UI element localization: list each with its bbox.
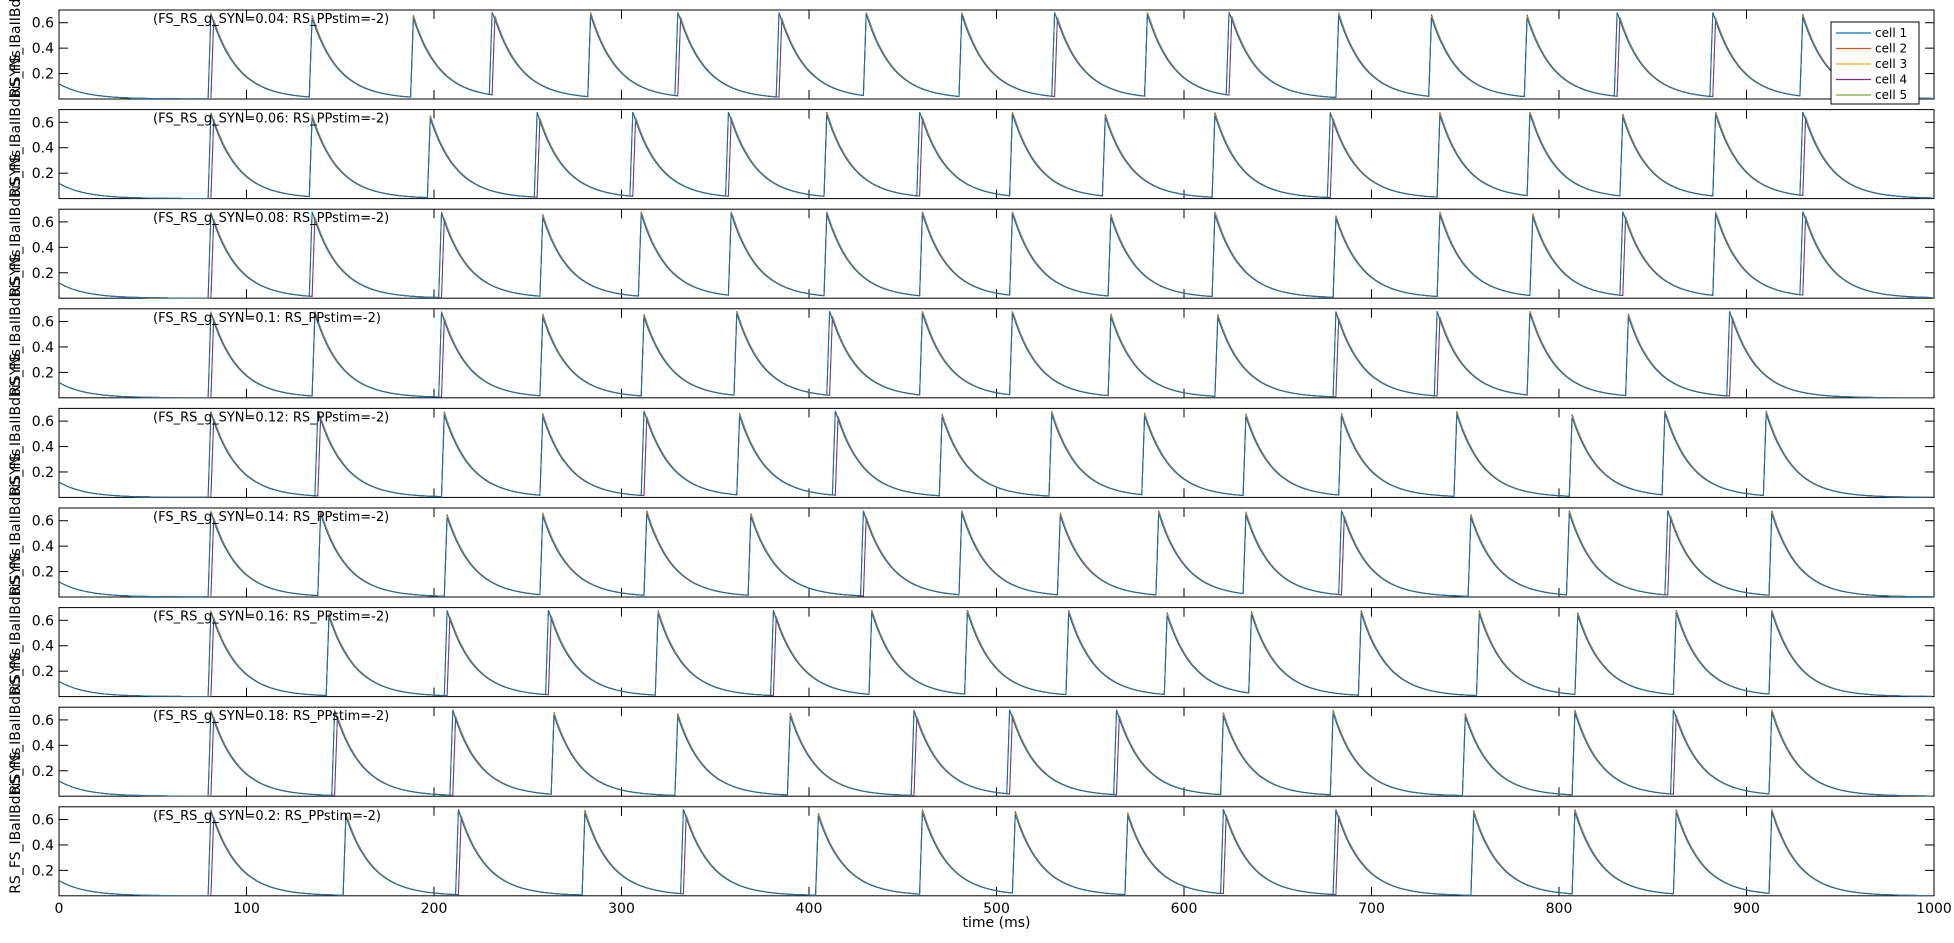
y-tick-label: 0.4 [32, 340, 54, 356]
x-tick-label: 300 [608, 901, 635, 917]
x-tick-label: 800 [1546, 901, 1573, 917]
y-tick-label: 0.2 [32, 863, 54, 879]
y-axis-label: RS_FS_IBaIIBdbiSYNs [8, 0, 24, 97]
y-axis-label: RS_FS_IBaIIBdbiSYNs [8, 648, 24, 794]
panel-title: (FS_RS_g_SYN=0.06: RS_PPstim=-2) [153, 112, 389, 127]
panel-title: (FS_RS_g_SYN=0.12: RS_PPstim=-2) [153, 410, 389, 425]
y-tick-label: 0.2 [32, 465, 54, 481]
legend-box [1830, 21, 1920, 105]
panel-8: 0.2 0.4 0.6 (FS_RS_g_SYN=0.18: RS_PPstim=-2… [8, 648, 1935, 797]
x-tick-label: 700 [1358, 901, 1385, 917]
series-line-cell-1 [59, 12, 1933, 99]
y-tick-label: 0.2 [32, 565, 54, 581]
legend-entry: cell 3 [1875, 57, 1907, 71]
y-tick-label: 0.6 [32, 813, 54, 829]
legend-entry: cell 1 [1875, 26, 1907, 40]
y-tick-label: 0.6 [32, 215, 54, 231]
panel-2: 0.2 0.4 0.6 (FS_RS_g_SYN=0.06: RS_PPstim=-2… [8, 50, 1935, 200]
x-tick-label: 1000 [1916, 901, 1952, 917]
y-tick-label: 0.6 [32, 613, 54, 629]
series-line-cell-1 [59, 709, 1933, 797]
panel-title: (FS_RS_g_SYN=0.16: RS_PPstim=-2) [153, 610, 389, 625]
panel-9: 0.2 0.4 0.6 (FS_RS_g_SYN=0.2: RS_PPstim=-2)… [8, 747, 1952, 930]
y-axis-label: RS_FS_IBaIIBdbiSYNs [8, 449, 24, 595]
x-tick-label: 600 [1171, 901, 1198, 917]
y-tick-label: 0.4 [32, 838, 54, 854]
y-tick-label: 0.2 [32, 664, 54, 680]
panel-title: (FS_RS_g_SYN=0.1: RS_PPstim=-2) [153, 311, 381, 326]
y-tick-label: 0.6 [32, 414, 54, 430]
legend-entry: cell 2 [1875, 42, 1907, 56]
legend-entry: cell 4 [1875, 73, 1907, 87]
y-tick-label: 0.2 [32, 67, 54, 83]
y-tick-label: 0.6 [32, 514, 54, 530]
panel-title: (FS_RS_g_SYN=0.2: RS_PPstim=-2) [153, 809, 381, 824]
x-tick-label: 900 [1733, 901, 1760, 917]
y-tick-label: 0.4 [32, 440, 54, 456]
y-axis-label: RS_FS_IBaIIBdbiSYNs [8, 150, 24, 296]
y-tick-label: 0.4 [32, 41, 54, 57]
series-line-cell-1 [59, 111, 1933, 199]
y-tick-label: 0.4 [32, 240, 54, 256]
panel-title: (FS_RS_g_SYN=0.04: RS_PPstim=-2) [153, 12, 389, 27]
y-tick-label: 0.6 [32, 713, 54, 729]
panel-3: 0.2 0.4 0.6 (FS_RS_g_SYN=0.08: RS_PPstim=-2… [8, 150, 1935, 299]
panel-7: 0.2 0.4 0.6 (FS_RS_g_SYN=0.16: RS_PPstim=-2… [8, 548, 1935, 698]
y-tick-label: 0.2 [32, 764, 54, 780]
series-line-cell-1 [59, 610, 1933, 697]
y-axis-label: RS_FS_IBaIIBdbiSYNs [8, 249, 24, 395]
panel-5: 0.2 0.4 0.6 (FS_RS_g_SYN=0.12: RS_PPstim=-2… [8, 349, 1935, 498]
y-tick-label: 0.6 [32, 315, 54, 331]
y-tick-label: 0.6 [32, 16, 54, 32]
y-tick-label: 0.4 [32, 141, 54, 157]
panel-4: 0.2 0.4 0.6 (FS_RS_g_SYN=0.1: RS_PPstim=-2)… [8, 249, 1935, 399]
y-axis-label: RS_FS_IBaIIBdbiSYNs [8, 548, 24, 694]
series-line-cell-1 [59, 809, 1933, 896]
x-tick-label: 400 [796, 901, 823, 917]
x-tick-label: 200 [421, 901, 448, 917]
x-tick-label: 100 [233, 901, 260, 917]
y-tick-label: 0.4 [32, 639, 54, 655]
y-tick-label: 0.2 [32, 166, 54, 182]
panel-title: (FS_RS_g_SYN=0.18: RS_PPstim=-2) [153, 709, 389, 724]
panel-axes [58, 407, 1935, 498]
series-line-cell-1 [59, 410, 1933, 498]
x-axis-label: time (ms) [963, 915, 1031, 931]
y-tick-label: 0.2 [32, 365, 54, 381]
y-axis-label: RS_FS_IBaIIBdbiSYNs [8, 349, 24, 495]
y-tick-label: 0.4 [32, 738, 54, 754]
panel-axes [58, 308, 1935, 399]
y-tick-label: 0.6 [32, 115, 54, 131]
y-tick-label: 0.2 [32, 266, 54, 282]
y-axis-label: RS_FS_IBaIIBdbiSYNs [8, 50, 24, 196]
y-tick-label: 0.4 [32, 539, 54, 555]
panel-title: (FS_RS_g_SYN=0.14: RS_PPstim=-2) [153, 510, 389, 525]
series-line-cell-1 [59, 510, 1933, 597]
panel-1: 0.2 0.4 0.6 (FS_RS_g_SYN=0.04: RS_PPstim=-2… [8, 0, 1935, 100]
y-axis-label: RS_FS_IBaIIBdbiSYNs [8, 747, 24, 893]
x-tick-label: 500 [983, 901, 1010, 917]
panel-title: (FS_RS_g_SYN=0.08: RS_PPstim=-2) [153, 211, 389, 226]
x-tick-label: 0 [55, 901, 64, 917]
legend-entry: cell 5 [1875, 88, 1907, 102]
panel-6: 0.2 0.4 0.6 (FS_RS_g_SYN=0.14: RS_PPstim=-2… [8, 449, 1935, 598]
series-line-cell-1 [59, 211, 1933, 299]
series-line-cell-1 [59, 311, 1933, 398]
